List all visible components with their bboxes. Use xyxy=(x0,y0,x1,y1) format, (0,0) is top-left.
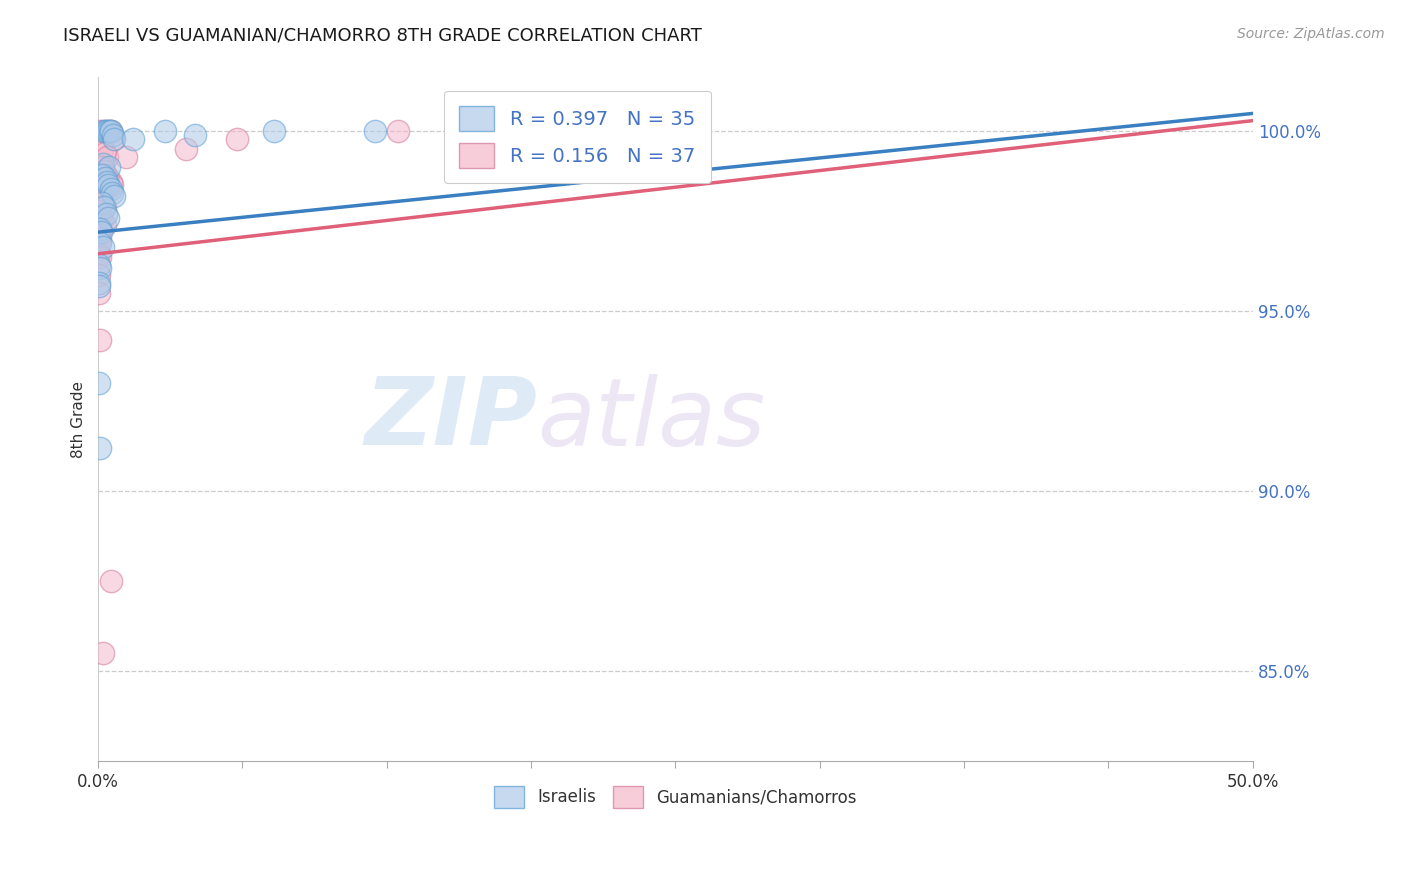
Point xyxy=(89,232,111,246)
Point xyxy=(90,225,112,239)
Point xyxy=(91,646,114,660)
Point xyxy=(98,124,121,138)
Point xyxy=(89,178,111,193)
Point xyxy=(97,211,120,225)
Point xyxy=(103,131,125,145)
Point xyxy=(479,124,502,138)
Point xyxy=(89,441,111,455)
Point xyxy=(225,131,247,145)
Point xyxy=(89,279,111,293)
Text: Source: ZipAtlas.com: Source: ZipAtlas.com xyxy=(1237,27,1385,41)
Text: ZIP: ZIP xyxy=(364,373,537,466)
Point xyxy=(87,376,110,391)
Text: ISRAELI VS GUAMANIAN/CHAMORRO 8TH GRADE CORRELATION CHART: ISRAELI VS GUAMANIAN/CHAMORRO 8TH GRADE … xyxy=(63,27,702,45)
Point xyxy=(103,131,125,145)
Point xyxy=(91,142,114,156)
Point xyxy=(114,150,136,164)
Point xyxy=(97,171,120,186)
Point xyxy=(87,246,110,260)
Point xyxy=(91,193,114,207)
Point xyxy=(184,128,207,142)
Point xyxy=(93,218,115,232)
Point xyxy=(89,203,111,218)
Point xyxy=(91,124,114,138)
Point xyxy=(100,124,122,138)
Point xyxy=(100,574,122,589)
Point xyxy=(100,124,122,138)
Point xyxy=(387,124,409,138)
Point xyxy=(96,175,118,189)
Point xyxy=(91,239,114,253)
Point xyxy=(93,200,115,214)
Point xyxy=(364,124,387,138)
Point xyxy=(90,161,112,175)
Point xyxy=(94,146,117,161)
Point xyxy=(101,186,124,200)
Point xyxy=(153,124,176,138)
Point xyxy=(100,182,122,196)
Y-axis label: 8th Grade: 8th Grade xyxy=(72,381,86,458)
Point xyxy=(96,150,118,164)
Point xyxy=(89,211,111,225)
Point xyxy=(89,228,111,243)
Point xyxy=(89,258,111,272)
Point xyxy=(91,157,114,171)
Text: atlas: atlas xyxy=(537,374,765,465)
Point xyxy=(90,196,112,211)
Point xyxy=(91,214,114,228)
Point xyxy=(87,268,110,283)
Point xyxy=(91,168,114,182)
Point xyxy=(103,189,125,203)
Point xyxy=(89,124,111,138)
Point xyxy=(94,207,117,221)
Point xyxy=(94,168,117,182)
Point xyxy=(93,164,115,178)
Point xyxy=(89,261,111,276)
Point xyxy=(89,221,111,235)
Point xyxy=(89,235,111,250)
Point xyxy=(89,333,111,347)
Point xyxy=(98,124,121,138)
Point xyxy=(96,124,118,138)
Point xyxy=(87,276,110,290)
Point xyxy=(93,124,115,138)
Point xyxy=(101,128,124,142)
Point xyxy=(97,178,120,193)
Point xyxy=(263,124,285,138)
Point xyxy=(97,124,120,138)
Point xyxy=(121,131,143,145)
Legend: Israelis, Guamanians/Chamorros: Israelis, Guamanians/Chamorros xyxy=(488,780,863,814)
Point xyxy=(100,175,122,189)
Point xyxy=(174,142,197,156)
Point xyxy=(101,178,124,193)
Point xyxy=(94,124,117,138)
Point xyxy=(98,161,121,175)
Point xyxy=(94,200,117,214)
Point xyxy=(89,251,111,265)
Point xyxy=(87,286,110,301)
Point xyxy=(90,189,112,203)
Point xyxy=(93,171,115,186)
